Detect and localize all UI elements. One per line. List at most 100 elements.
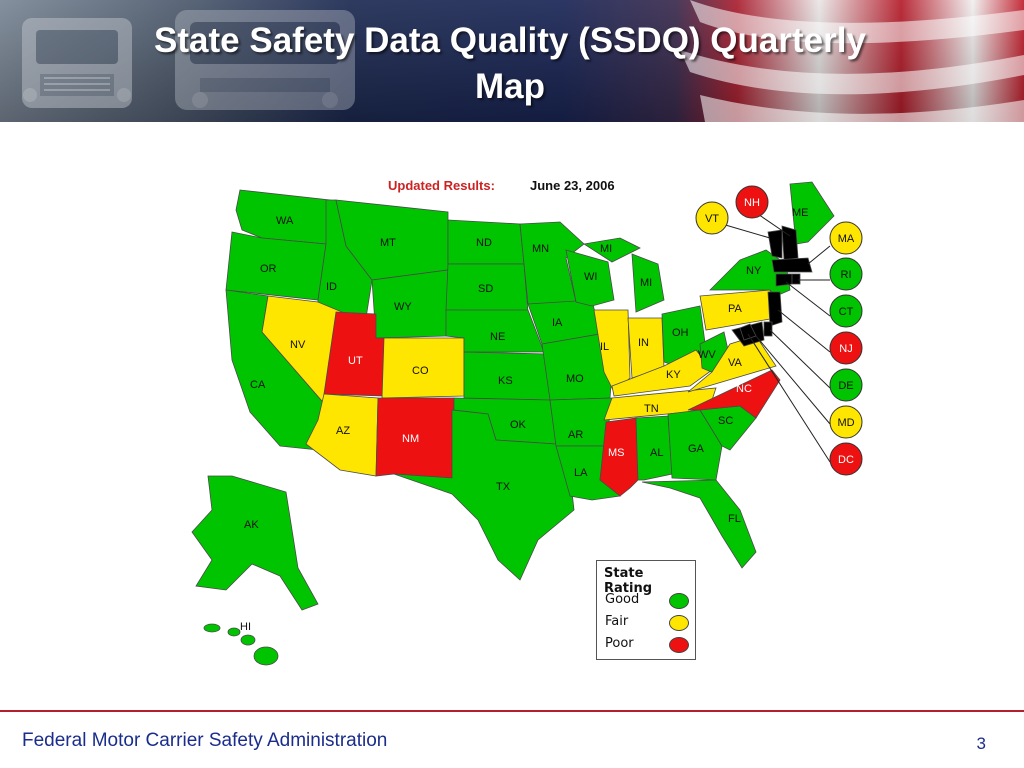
- label-ks: KS: [498, 375, 513, 387]
- label-nc: NC: [736, 383, 752, 395]
- svg-text:NH: NH: [744, 197, 760, 209]
- label-ca: CA: [250, 379, 266, 391]
- callout-circle: [829, 257, 863, 291]
- callout-ri: RI: [829, 257, 863, 291]
- state-ak: [191, 475, 319, 611]
- state-mi: [631, 253, 665, 313]
- label-sd: SD: [478, 283, 493, 295]
- page-number: 3: [976, 734, 986, 753]
- callout-circle: [735, 185, 769, 219]
- label-ar: AR: [568, 429, 583, 441]
- callout-leaders: [721, 209, 831, 463]
- label-nd: ND: [476, 237, 492, 249]
- legend-title: State Rating: [604, 566, 653, 596]
- label-ny: NY: [746, 265, 762, 277]
- svg-text:MA: MA: [838, 233, 855, 245]
- label-va: VA: [728, 357, 743, 369]
- footer-agency: Federal Motor Carrier Safety Administrat…: [22, 730, 388, 751]
- label-wi: WI: [584, 271, 597, 283]
- callout-ct: CT: [829, 294, 863, 328]
- label-mn: MN: [532, 243, 549, 255]
- state-mi-up: [582, 237, 641, 263]
- state-fl: [641, 479, 757, 569]
- poor-dot-icon: [669, 637, 689, 653]
- state-nj: [767, 291, 783, 327]
- state-nc: [687, 369, 781, 419]
- label-id: ID: [326, 281, 337, 293]
- state-ga: [667, 409, 723, 481]
- slide-title-line1: State Safety Data Quality (SSDQ) Quarter…: [154, 21, 866, 60]
- label-tx: TX: [496, 481, 511, 493]
- label-wy: WY: [394, 301, 412, 313]
- label-co: CO: [412, 365, 429, 377]
- label-pa: PA: [728, 303, 743, 315]
- svg-text:DE: DE: [838, 380, 853, 392]
- state-nh: [781, 225, 799, 261]
- label-ne: NE: [490, 331, 505, 343]
- truck-icon: [22, 18, 132, 108]
- label-il: IL: [600, 341, 609, 353]
- callout-circle: [829, 331, 863, 365]
- label-wa: WA: [276, 215, 294, 227]
- banner-shade: [0, 0, 1024, 122]
- callout-nh: NH: [735, 185, 769, 219]
- fair-dot-icon: [669, 615, 689, 631]
- header-banner: State Safety Data Quality (SSDQ) Quarter…: [0, 0, 1024, 122]
- label-sc: SC: [718, 415, 733, 427]
- label-nv: NV: [290, 339, 306, 351]
- state-wi: [565, 249, 615, 307]
- legend-item-fair: Fair: [605, 613, 691, 631]
- callout-circle: [695, 201, 729, 235]
- legend-item-poor: Poor: [605, 635, 691, 653]
- label-ok: OK: [510, 419, 527, 431]
- bus-icon: [175, 10, 355, 110]
- legend-item-good: Good: [605, 591, 691, 609]
- callout-ma: MA: [829, 221, 863, 255]
- label-or: OR: [260, 263, 277, 275]
- flag-icon: [680, 0, 1024, 122]
- slide-title-line2: Map: [475, 67, 545, 106]
- legend-label-poor: Poor: [605, 636, 634, 651]
- label-wv: WV: [698, 349, 716, 361]
- good-dot-icon: [669, 593, 689, 609]
- label-fl: FL: [728, 513, 741, 525]
- state-ri: [791, 273, 801, 285]
- svg-text:VT: VT: [705, 213, 719, 225]
- legend-label-fair: Fair: [605, 614, 629, 629]
- state-de: [763, 321, 773, 337]
- label-hi: HI: [240, 621, 251, 633]
- state-tx: [393, 409, 575, 581]
- callout-circle: [829, 442, 863, 476]
- footer-divider: [0, 710, 1024, 712]
- label-ak: AK: [244, 519, 259, 531]
- callout-circle: [829, 221, 863, 255]
- state-rating-legend: State Rating Good Fair Poor: [596, 560, 696, 660]
- label-mi: MI: [640, 277, 652, 289]
- us-map: Updated Results: June 23, 2006: [191, 178, 863, 666]
- label-ga: GA: [688, 443, 705, 455]
- svg-text:NJ: NJ: [839, 343, 852, 355]
- callout-circle: [829, 405, 863, 439]
- slide-title: State Safety Data Quality (SSDQ) Quarter…: [60, 18, 960, 110]
- label-ia: IA: [552, 317, 563, 329]
- state-ma: [771, 257, 813, 273]
- callout-nj: NJ: [829, 331, 863, 365]
- label-tn: TN: [644, 403, 659, 415]
- label-ky: KY: [666, 369, 681, 381]
- updated-results-label: Updated Results:: [388, 178, 495, 193]
- label-az: AZ: [336, 425, 350, 437]
- callout-md: MD: [829, 405, 863, 439]
- callout-vt: VT: [695, 201, 729, 235]
- svg-text:CT: CT: [839, 306, 854, 318]
- label-ut: UT: [348, 355, 363, 367]
- label-me: ME: [792, 207, 809, 219]
- legend-label-good: Good: [605, 592, 640, 607]
- state-va: [687, 335, 777, 393]
- label-nm: NM: [402, 433, 419, 445]
- ssdq-map: Updated Results: June 23, 2006: [150, 160, 890, 680]
- state-vt: [767, 229, 783, 259]
- callout-circle: [829, 294, 863, 328]
- svg-text:DC: DC: [838, 454, 854, 466]
- label-oh: OH: [672, 327, 689, 339]
- callout-de: DE: [829, 368, 863, 402]
